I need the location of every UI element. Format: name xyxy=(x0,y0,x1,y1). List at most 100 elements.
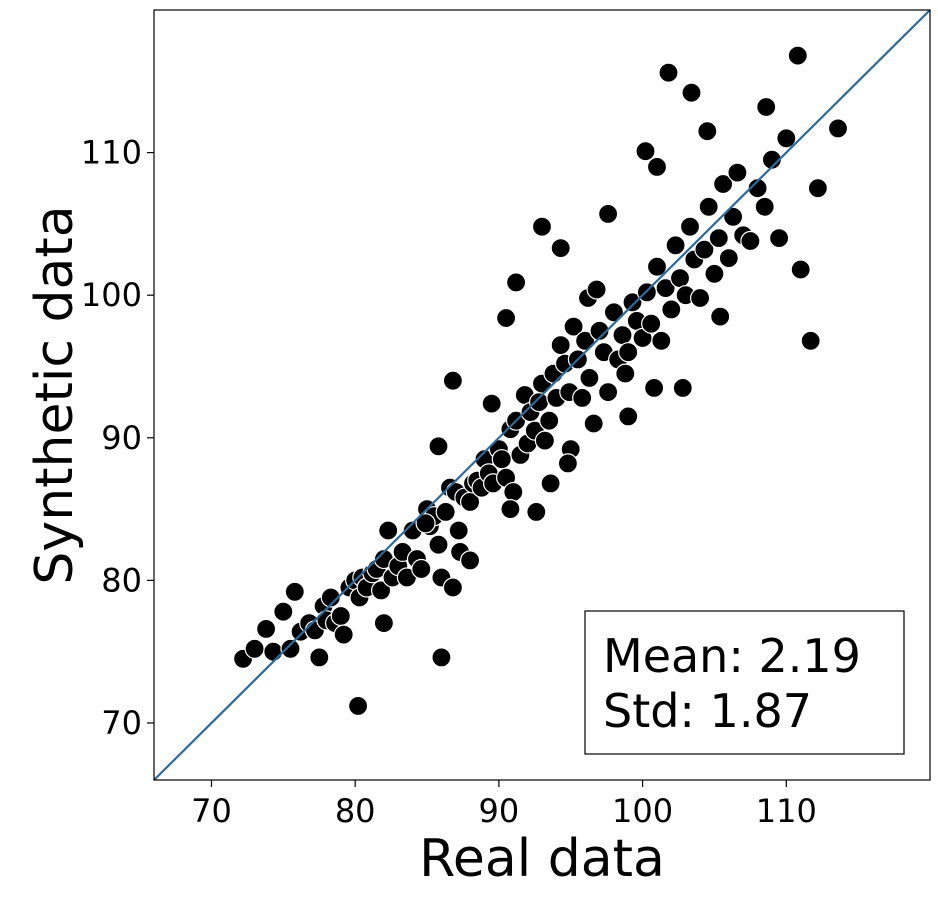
data-point xyxy=(371,580,392,601)
data-point xyxy=(672,377,693,398)
data-point xyxy=(641,313,662,334)
data-point xyxy=(761,149,783,170)
stats-box-frame xyxy=(584,610,905,755)
x-tick-label: 90 xyxy=(479,792,520,830)
data-point xyxy=(655,278,676,299)
data-point xyxy=(284,581,305,602)
data-point xyxy=(431,647,452,668)
data-point xyxy=(309,647,330,668)
data-point xyxy=(615,363,636,384)
data-point xyxy=(256,618,277,640)
stats-mean: Mean: 2.19 xyxy=(603,629,861,683)
data-point xyxy=(790,259,811,280)
data-point xyxy=(481,393,502,414)
data-point xyxy=(651,330,672,351)
data-point xyxy=(491,449,512,470)
data-point xyxy=(333,624,354,645)
data-point xyxy=(646,256,668,277)
data-point xyxy=(579,367,600,388)
data-point xyxy=(574,330,596,351)
data-point xyxy=(754,196,775,217)
data-point xyxy=(722,206,744,227)
data-point xyxy=(646,156,668,177)
data-point xyxy=(378,520,399,541)
data-point xyxy=(528,392,550,413)
data-point xyxy=(698,196,719,217)
data-point xyxy=(428,436,449,457)
data-point xyxy=(415,513,436,534)
data-point xyxy=(550,335,571,356)
data-point xyxy=(740,230,761,252)
data-point xyxy=(827,118,849,139)
x-tick-label: 80 xyxy=(335,792,376,830)
y-axis-ticks: 70 80 90 100 110 xyxy=(81,134,154,742)
x-axis-ticks: 70 80 90 100 110 xyxy=(191,780,817,830)
data-point xyxy=(712,173,734,195)
data-point xyxy=(727,162,748,183)
data-point xyxy=(411,558,432,580)
data-point xyxy=(540,473,561,494)
data-point xyxy=(708,228,729,249)
data-point xyxy=(807,178,829,199)
data-point xyxy=(330,605,351,627)
data-point xyxy=(787,45,808,66)
data-point xyxy=(635,141,656,162)
data-point xyxy=(694,239,715,260)
data-point xyxy=(505,272,527,293)
data-point xyxy=(557,453,579,474)
data-point xyxy=(496,307,517,329)
identity-line xyxy=(153,9,931,781)
data-point xyxy=(500,499,521,520)
x-tick-label: 100 xyxy=(612,792,673,830)
data-point xyxy=(643,377,665,398)
stats-std: Std: 1.87 xyxy=(603,684,812,738)
x-tick-label: 110 xyxy=(756,792,817,830)
data-point xyxy=(697,121,718,142)
data-point xyxy=(534,430,556,451)
data-point xyxy=(531,216,553,237)
data-point xyxy=(583,413,604,434)
data-point xyxy=(612,325,633,346)
data-point xyxy=(603,302,625,323)
data-point xyxy=(273,601,294,622)
data-point xyxy=(563,316,584,337)
data-point xyxy=(618,406,639,427)
data-point xyxy=(244,638,265,659)
data-point xyxy=(586,279,607,300)
data-point xyxy=(428,534,449,555)
data-point xyxy=(526,501,547,522)
plot-frame xyxy=(153,9,931,781)
data-point xyxy=(710,306,731,327)
data-point xyxy=(665,235,686,256)
data-point xyxy=(597,382,619,403)
data-point xyxy=(550,238,571,259)
data-point xyxy=(776,128,797,149)
data-point xyxy=(348,695,369,717)
data-point xyxy=(442,577,463,598)
data-point xyxy=(320,587,341,608)
data-point xyxy=(704,263,725,284)
y-tick-label: 110 xyxy=(81,134,142,172)
data-point xyxy=(435,501,456,522)
data-point xyxy=(589,320,610,341)
y-tick-label: 70 xyxy=(101,704,142,742)
data-point xyxy=(800,330,821,351)
data-point xyxy=(756,96,777,118)
stats-box: Mean: 2.19 Std: 1.87 xyxy=(584,610,905,755)
data-point xyxy=(718,248,739,269)
data-point xyxy=(669,268,691,289)
data-point xyxy=(280,638,301,659)
data-point xyxy=(442,370,463,391)
data-point xyxy=(597,203,619,224)
data-point xyxy=(661,299,682,320)
data-point xyxy=(448,520,469,541)
data-point xyxy=(572,387,593,408)
data-point xyxy=(618,342,639,363)
data-point xyxy=(263,641,284,662)
data-point xyxy=(689,287,711,309)
y-tick-label: 80 xyxy=(101,561,142,599)
y-tick-label: 100 xyxy=(81,276,142,314)
data-point xyxy=(373,612,394,634)
data-point xyxy=(503,481,524,503)
